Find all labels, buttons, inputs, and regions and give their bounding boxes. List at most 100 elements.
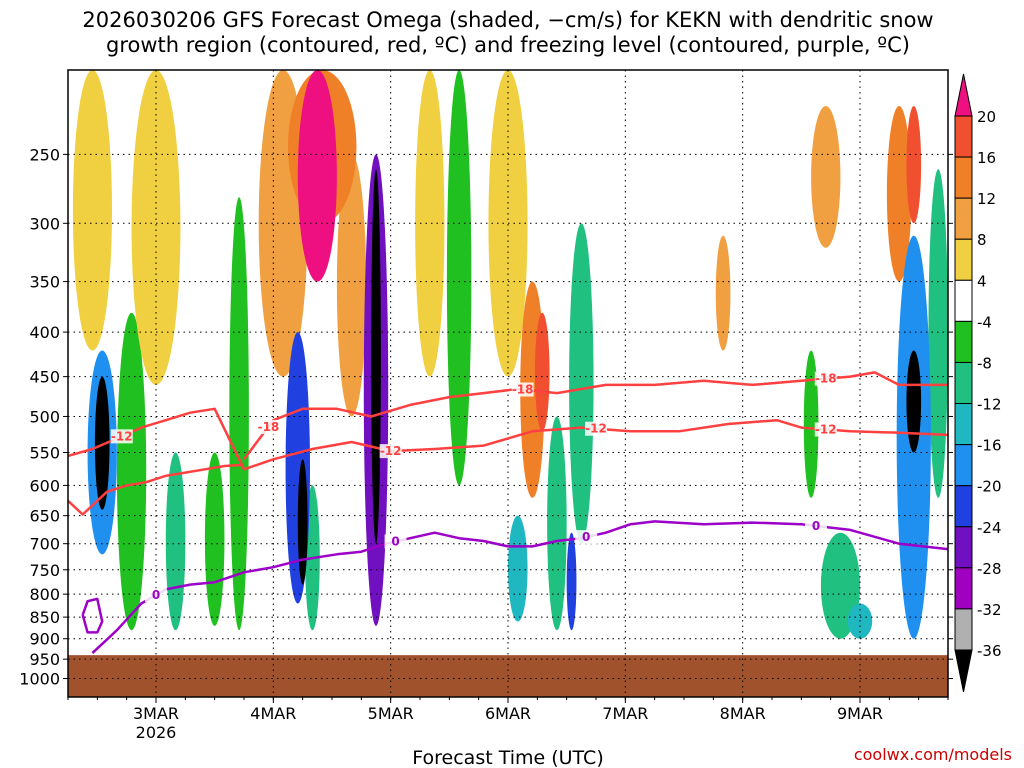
contour-label: 0 <box>812 519 820 533</box>
contour-label-bg <box>384 534 407 549</box>
contour-label: -18 <box>258 420 280 434</box>
omega-cell <box>229 197 249 631</box>
omega-cell <box>72 70 112 351</box>
credit-text: coolwx.com/models <box>854 745 1012 764</box>
omega-cell <box>446 70 472 486</box>
contour-label: -18 <box>815 372 837 386</box>
x-tick-label: 3MAR <box>133 704 179 723</box>
contour-label-bg <box>575 530 598 545</box>
omega-cell <box>415 70 445 377</box>
omega-cell <box>94 376 110 510</box>
colorbar-tick-label: -8 <box>977 354 992 372</box>
y-tick-label: 900 <box>29 630 60 649</box>
contour-label: -18 <box>512 383 534 397</box>
x-tick-label: 6MAR <box>485 704 531 723</box>
colorbar-bin <box>954 279 973 322</box>
colorbar-bin <box>954 156 973 199</box>
colorbar-bin <box>954 320 973 363</box>
colorbar-top-arrow <box>954 73 973 117</box>
y-tick-label: 950 <box>29 650 60 669</box>
y-tick-label: 250 <box>29 145 60 164</box>
colorbar-bin <box>954 608 973 651</box>
omega-colorbar: 20 16 12 8 4 -4 -8 -12 -16 -20 -24 -28 -32 -36 <box>954 73 1002 693</box>
y-tick-label: 750 <box>29 561 60 580</box>
y-tick-label: 500 <box>29 407 60 426</box>
colorbar-tick-label: 4 <box>977 272 987 290</box>
y-tick-label: 1000 <box>19 670 60 689</box>
chart-title-line1: 2026030206 GFS Forecast Omega (shaded, −… <box>82 8 933 32</box>
omega-cell <box>336 154 367 417</box>
omega-cell <box>928 169 948 498</box>
omega-cell <box>811 106 841 248</box>
omega-cell <box>165 452 186 631</box>
colorbar-bin <box>954 197 973 240</box>
y-tick-label: 400 <box>29 323 60 342</box>
y-tick-label: 300 <box>29 214 60 233</box>
x-axis-label: Forecast Time (UTC) <box>412 747 603 768</box>
y-tick-label: 850 <box>29 608 60 627</box>
x-tick-label: 7MAR <box>602 704 648 723</box>
omega-cell <box>534 312 550 432</box>
omega-cell <box>204 452 225 626</box>
colorbar-bin <box>954 361 973 405</box>
y-tick-label: 650 <box>29 507 60 526</box>
contour-label-bg <box>511 382 534 397</box>
omega-cell <box>886 106 912 282</box>
colorbar-bin <box>954 238 973 281</box>
x-tick-sublabel: 2026 <box>136 723 177 742</box>
contour-label: 0 <box>582 530 590 544</box>
y-tick-label: 350 <box>29 273 60 292</box>
chart-title-line2: growth region (contoured, red, ºC) and f… <box>106 33 910 57</box>
contour-label-bg <box>379 444 402 459</box>
omega-cell <box>803 350 819 498</box>
contour-line <box>91 520 949 655</box>
omega-cell <box>297 70 337 282</box>
colorbar-tick-label: -16 <box>977 437 1002 455</box>
colorbar-bin <box>954 115 973 158</box>
contour-label: -12 <box>585 422 607 436</box>
colorbar-bottom-arrow <box>954 649 973 693</box>
contour-label-bg <box>814 422 837 437</box>
x-tick-label: 8MAR <box>720 704 766 723</box>
y-tick-label: 800 <box>29 585 60 604</box>
omega-cell <box>371 169 381 544</box>
omega-cell <box>131 70 181 385</box>
contour-label: 0 <box>152 588 160 602</box>
x-tick-label: 4MAR <box>250 704 296 723</box>
omega-cell <box>906 350 922 453</box>
contour-label-bg <box>145 588 167 603</box>
colorbar-tick-label: 20 <box>977 108 996 126</box>
contour-label: 0 <box>391 535 399 549</box>
contour-label-bg <box>110 429 133 444</box>
omega-cell <box>297 459 308 585</box>
omega-shading <box>72 70 948 639</box>
colorbar-tick-label: 12 <box>977 190 996 208</box>
colorbar-tick-label: -36 <box>977 642 1002 660</box>
colorbar-tick-label: -28 <box>977 560 1002 578</box>
colorbar-bin <box>954 526 973 569</box>
colorbar-tick-label: -12 <box>977 396 1002 414</box>
omega-cell <box>508 515 528 622</box>
y-tick-label: 550 <box>29 444 60 463</box>
colorbar-tick-label: 16 <box>977 149 996 167</box>
pressure-axis: 250 300 350 400 450 500 550 600 650 700 750 800 850 9… <box>19 145 953 689</box>
colorbar-bin <box>954 567 973 610</box>
contour-line <box>67 463 245 516</box>
omega-cell <box>116 312 147 631</box>
omega-cell <box>569 223 594 544</box>
contour-line <box>81 597 104 634</box>
contour-label-bg <box>585 421 607 436</box>
omega-cell <box>566 532 577 631</box>
omega-cell <box>715 235 731 351</box>
contour-label-bg <box>814 371 837 386</box>
y-tick-label: 700 <box>29 535 60 554</box>
colorbar-tick-label: -32 <box>977 601 1002 619</box>
contour-line <box>67 407 949 471</box>
colorbar-tick-label: -20 <box>977 478 1002 496</box>
x-tick-label: 5MAR <box>368 704 414 723</box>
x-tick-label: 9MAR <box>837 704 883 723</box>
contour-label: -12 <box>111 429 133 443</box>
contour-label-bg <box>257 420 280 435</box>
